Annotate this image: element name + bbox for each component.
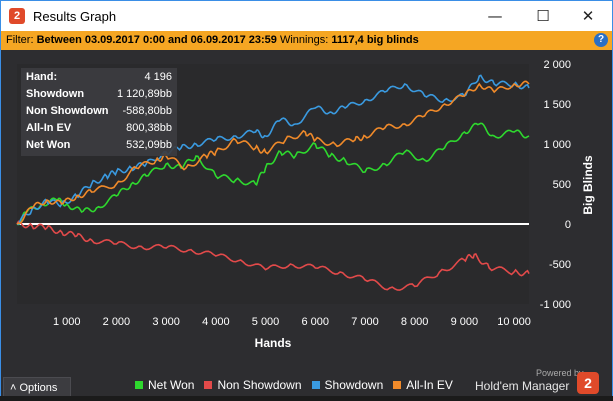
x-tick-label: 4 000: [202, 316, 230, 328]
stat-label: Non Showdown: [26, 105, 109, 117]
winnings-value: 1117,4 big blinds: [331, 34, 419, 46]
x-tick-label: 3 000: [152, 316, 180, 328]
series-line-net-won: [16, 122, 530, 226]
stat-label: Hand:: [26, 71, 58, 83]
series-layer: [16, 74, 530, 291]
legend-label: Non Showdown: [217, 378, 302, 392]
y-tick-label: 0: [565, 219, 571, 231]
filter-range: Between 03.09.2017 0:00 and 06.09.2017 2…: [36, 34, 277, 46]
window-title: Results Graph: [33, 9, 117, 24]
y-tick-label: 500: [553, 179, 571, 191]
y-tick-label: 1 000: [543, 139, 571, 151]
winnings-label: Winnings:: [279, 34, 329, 46]
stat-value: 1 120,89bb: [116, 88, 172, 100]
legend-label: Showdown: [324, 378, 384, 392]
filter-bar[interactable]: Filter: Between 03.09.2017 0:00 and 06.0…: [1, 31, 612, 50]
options-button[interactable]: ˄ Options: [3, 377, 71, 397]
tick-labels: 2 000 1 500 1 000 500 0 -500 -1 000 1 000 2 000 3…: [53, 59, 571, 328]
y-tick-label: -500: [549, 259, 571, 271]
stat-row-allin-ev: All-In EV 800,38bb: [26, 122, 172, 139]
title-bar: 2 Results Graph — ☐ ✕: [1, 1, 612, 31]
stat-label: Net Won: [26, 139, 71, 151]
series-line-non-showdown: [16, 220, 530, 291]
legend-item-non-showdown[interactable]: Non Showdown: [204, 378, 302, 392]
legend-item-allin-ev[interactable]: All-In EV: [393, 378, 453, 392]
x-tick-label: 6 000: [301, 316, 329, 328]
series-line-allin-ev: [16, 80, 530, 225]
stat-value: 800,38bb: [126, 122, 172, 134]
help-icon[interactable]: ?: [594, 33, 608, 47]
brand-logo-icon: 2: [577, 372, 599, 394]
x-tick-label: 7 000: [351, 316, 379, 328]
chevron-up-icon: ˄: [10, 382, 20, 394]
legend-swatch: [393, 381, 402, 389]
options-label: Options: [19, 382, 58, 394]
legend-swatch: [311, 381, 320, 389]
x-tick-label: 5 000: [252, 316, 280, 328]
x-tick-label: 9 000: [451, 316, 479, 328]
stat-label: All-In EV: [26, 122, 72, 134]
stats-overlay: Hand: 4 196 Showdown 1 120,89bb Non Show…: [21, 68, 177, 156]
legend-item-net-won[interactable]: Net Won: [135, 378, 194, 392]
x-tick-label: 1 000: [53, 316, 81, 328]
stat-row-non-showdown: Non Showdown -588,80bb: [26, 105, 172, 122]
y-tick-label: -1 000: [540, 299, 571, 311]
x-tick-label: 2 000: [103, 316, 131, 328]
app-logo-icon: 2: [9, 8, 25, 24]
stat-value: 532,09bb: [126, 139, 172, 151]
legend-swatch: [204, 381, 213, 389]
legend-swatch: [135, 381, 143, 389]
legend-label: All-In EV: [406, 378, 453, 392]
stat-row-hand: Hand: 4 196: [26, 71, 172, 88]
y-axis-label: Big Blinds: [581, 155, 595, 215]
series-line-showdown: [16, 74, 530, 226]
y-tick-label: 1 500: [543, 99, 571, 111]
close-button[interactable]: ✕: [581, 7, 595, 25]
stat-row-net-won: Net Won 532,09bb: [26, 139, 172, 156]
stat-value: -588,80bb: [122, 105, 172, 117]
filter-label: Filter:: [6, 34, 34, 46]
results-chart: 2 000 1 500 1 000 500 0 -500 -1 000 1 000 2 000 3…: [16, 59, 595, 350]
powered-by-text: Powered by: [536, 368, 584, 378]
stat-value: 4 196: [144, 71, 172, 83]
y-tick-label: 2 000: [543, 59, 571, 71]
stat-label: Showdown: [26, 88, 85, 100]
chart-legend: Net Won Non Showdown Showdown All-In EV: [135, 377, 463, 393]
brand-name: Hold'em Manager: [475, 379, 570, 393]
legend-item-showdown[interactable]: Showdown: [311, 378, 384, 392]
x-tick-label: 8 000: [401, 316, 429, 328]
legend-label: Net Won: [148, 378, 195, 392]
minimize-button[interactable]: —: [487, 7, 503, 25]
stat-row-showdown: Showdown 1 120,89bb: [26, 88, 172, 105]
x-axis-label: Hands: [255, 336, 292, 350]
maximize-button[interactable]: ☐: [536, 7, 550, 25]
taskbar-strip: [0, 396, 613, 401]
x-tick-label: 10 000: [497, 316, 531, 328]
